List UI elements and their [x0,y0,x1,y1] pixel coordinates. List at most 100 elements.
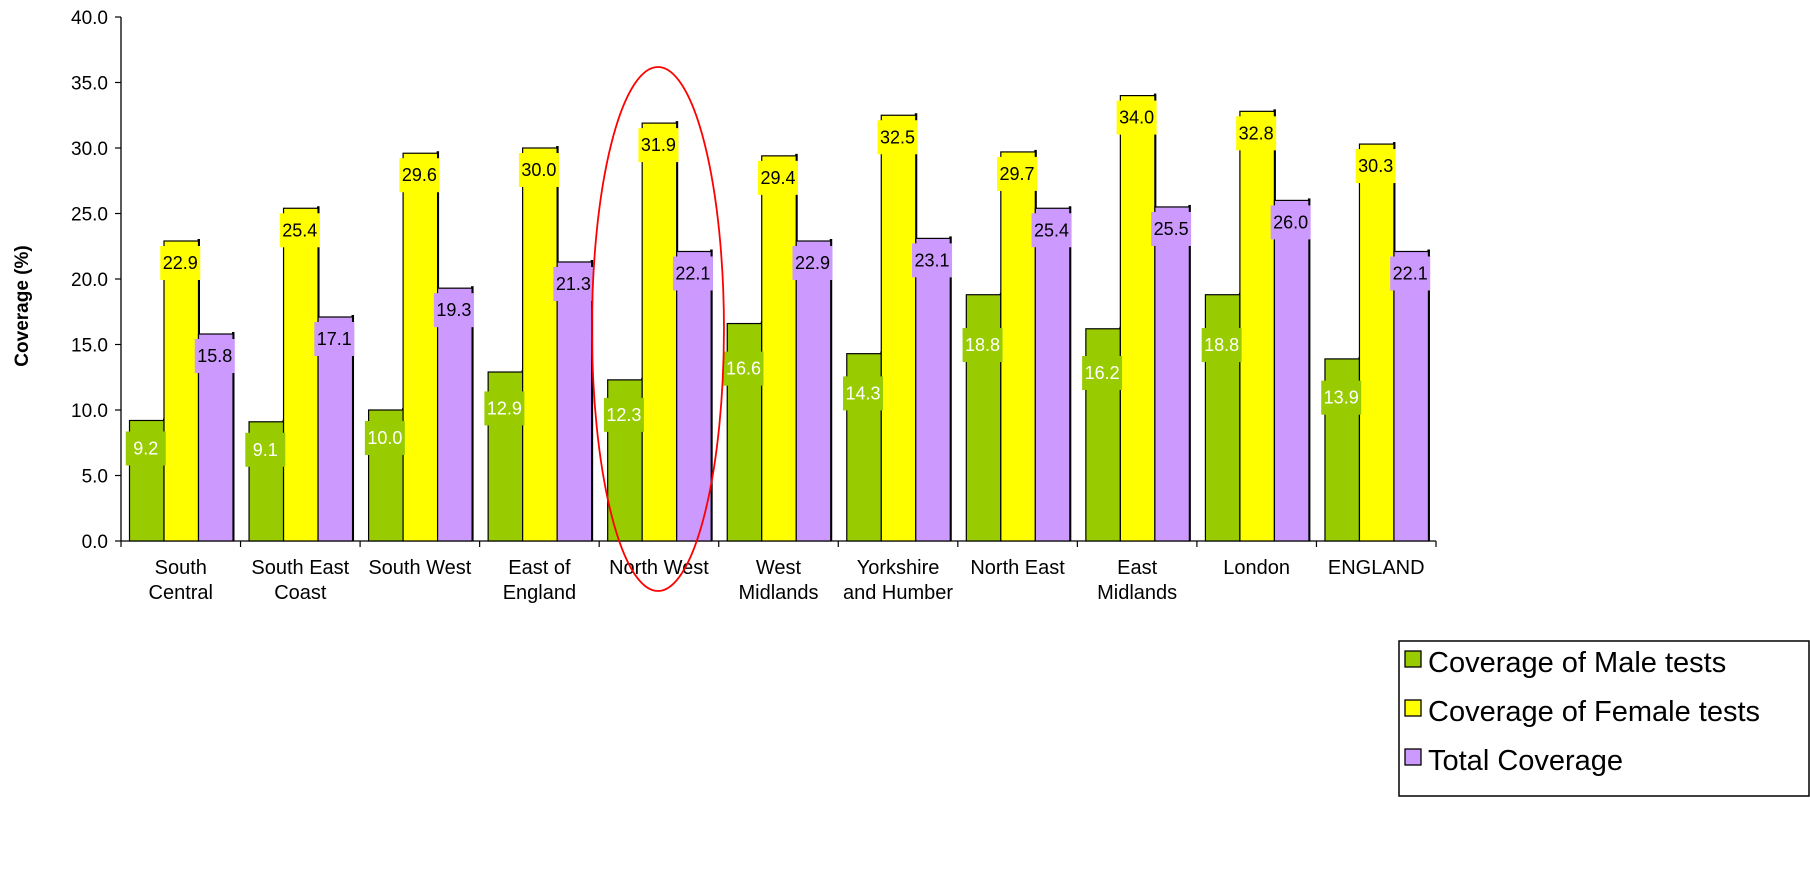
bar [1000,151,1036,542]
y-tick-label: 20.0 [71,270,108,291]
y-tick-label: 35.0 [71,74,108,95]
data-label: 15.8 [197,346,232,366]
data-label: 14.3 [845,383,880,403]
x-axis [120,540,1437,547]
category-label: and Humber [843,582,953,604]
category-label: Yorkshire [857,557,940,579]
bar [795,240,832,542]
data-label: 34.0 [1119,108,1154,128]
bar [641,122,678,542]
data-label: 17.1 [317,329,352,349]
category-label: Midlands [738,582,818,604]
data-label-bg [1116,100,1157,135]
category-label: North West [609,557,709,579]
category-label: Midlands [1097,582,1177,604]
data-label-bg [603,397,644,432]
bar [436,287,473,542]
data-label: 22.9 [163,253,198,273]
data-label-bg [245,432,286,467]
data-label-bg [757,160,798,195]
data-label-bg [194,339,235,374]
y-tick-label: 25.0 [71,205,108,226]
data-label: 12.9 [487,398,522,418]
y-tick-label: 15.0 [71,336,108,357]
data-label: 25.4 [282,220,317,240]
data-label: 22.1 [675,263,710,283]
bar [556,261,593,542]
bar [1273,199,1310,542]
bar [1034,207,1071,542]
data-label: 9.1 [253,440,278,460]
legend-label: Coverage of Male tests [1428,647,1726,679]
data-label: 29.4 [760,168,795,188]
data-label: 30.0 [521,160,556,180]
data-label: 25.5 [1154,219,1189,239]
data-label-bg [1236,116,1277,151]
bar [402,152,439,542]
data-label: 32.8 [1239,123,1274,143]
data-label-bg [433,293,474,328]
data-label-bg [364,421,405,455]
category-label: South [155,557,207,579]
bar [1239,110,1276,542]
data-label: 10.0 [367,428,402,448]
data-label: 29.6 [402,165,437,185]
bar [1358,143,1395,542]
data-label-bg [1031,213,1072,248]
data-label-bg [314,321,355,356]
category-label: Coast [274,582,327,604]
data-label-bg [279,213,320,248]
bar [880,114,917,542]
data-label-bg [877,120,918,155]
data-label: 32.5 [880,127,915,147]
legend: Coverage of Male tests Coverage of Female… [1398,640,1810,797]
data-label-bg [518,153,559,187]
data-label-bg [672,256,713,291]
data-label-bg [1390,256,1431,291]
data-label-bg [1082,355,1123,390]
highlight-ellipse [591,66,725,592]
bar [1154,206,1190,542]
y-axis-title: Coverage (%) [12,245,33,366]
category-label: Central [149,582,213,604]
bar [522,147,558,542]
category-label: North East [970,557,1065,579]
data-label: 16.2 [1085,363,1120,383]
y-tick-label: 0.0 [82,532,108,553]
category-label: South East [251,557,349,579]
data-label: 18.8 [965,335,1000,355]
category-label: West [756,557,802,579]
bars [128,93,1430,542]
data-label: 30.3 [1358,156,1393,176]
data-label: 22.9 [795,253,830,273]
data-label: 25.4 [1034,220,1069,240]
data-label-bg [792,246,833,281]
data-label-bg [125,431,166,466]
category-label: South West [368,557,471,579]
category-label: ENGLAND [1328,557,1425,579]
bar [761,155,797,542]
data-label-bg [1151,211,1192,246]
data-label: 16.6 [726,359,761,379]
data-label-bg [962,328,1003,363]
y-axis: 0.0 5.0 10.0 15.0 20.0 25.0 30.0 35.0 40.0 [71,8,122,553]
highlight-annotation [591,66,725,592]
data-label: 23.1 [914,250,949,270]
data-label-bg [1270,205,1311,240]
data-label: 29.7 [1000,164,1035,184]
category-label: England [503,582,576,604]
category-label: East [1117,557,1157,579]
data-label-bg [843,376,884,411]
data-label-bg [1201,328,1242,363]
data-label-bg [912,243,953,278]
bar [1393,250,1430,542]
data-label-bg [484,391,525,426]
legend-swatch [1404,699,1422,717]
data-label: 13.9 [1324,388,1359,408]
data-label: 12.3 [606,405,641,425]
data-label-bg [997,156,1038,191]
data-label: 19.3 [436,300,471,320]
y-tick-label: 40.0 [71,8,108,29]
category-label: East of [508,557,571,579]
data-label-bg [1355,149,1396,184]
